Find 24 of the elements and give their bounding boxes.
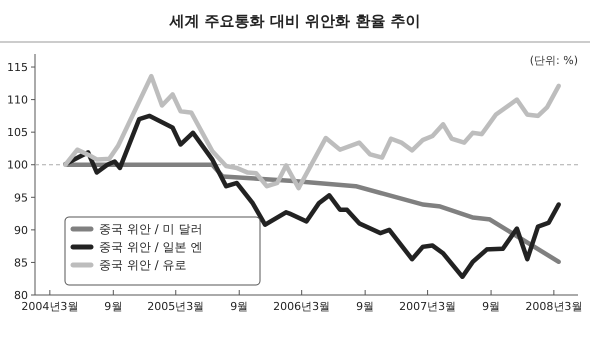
x-tick-label: 9월 — [104, 300, 122, 313]
legend-label: 중국 위안 / 미 달러 — [99, 222, 202, 236]
legend-label: 중국 위안 / 일본 엔 — [99, 240, 202, 254]
x-tick-label: 9월 — [356, 300, 374, 313]
x-tick-label: 2008년3월 — [525, 300, 582, 313]
y-tick-label: 100 — [7, 158, 28, 172]
x-tick-label: 2005년3월 — [147, 300, 204, 313]
x-tick-label: 9월 — [482, 300, 500, 313]
chart-title: 세계 주요통화 대비 위안화 환율 추이 — [168, 12, 421, 30]
y-tick-label: 105 — [7, 126, 28, 140]
legend-label: 중국 위안 / 유로 — [99, 258, 186, 272]
annotation: (단위: %) — [530, 54, 578, 67]
x-tick-label: 2004년3월 — [21, 300, 78, 313]
y-tick-label: 110 — [7, 94, 28, 107]
x-tick-label: 9월 — [230, 300, 248, 313]
y-tick-label: 115 — [7, 61, 28, 74]
y-tick-label: 90 — [14, 224, 28, 237]
line-series — [63, 114, 561, 280]
x-tick-label: 2006년3월 — [273, 300, 330, 313]
y-tick-label: 85 — [14, 256, 28, 270]
line-series — [63, 74, 561, 190]
y-tick-label: 95 — [14, 191, 28, 204]
x-tick-label: 2007년3월 — [399, 300, 456, 313]
y-tick-label: 80 — [14, 289, 28, 302]
